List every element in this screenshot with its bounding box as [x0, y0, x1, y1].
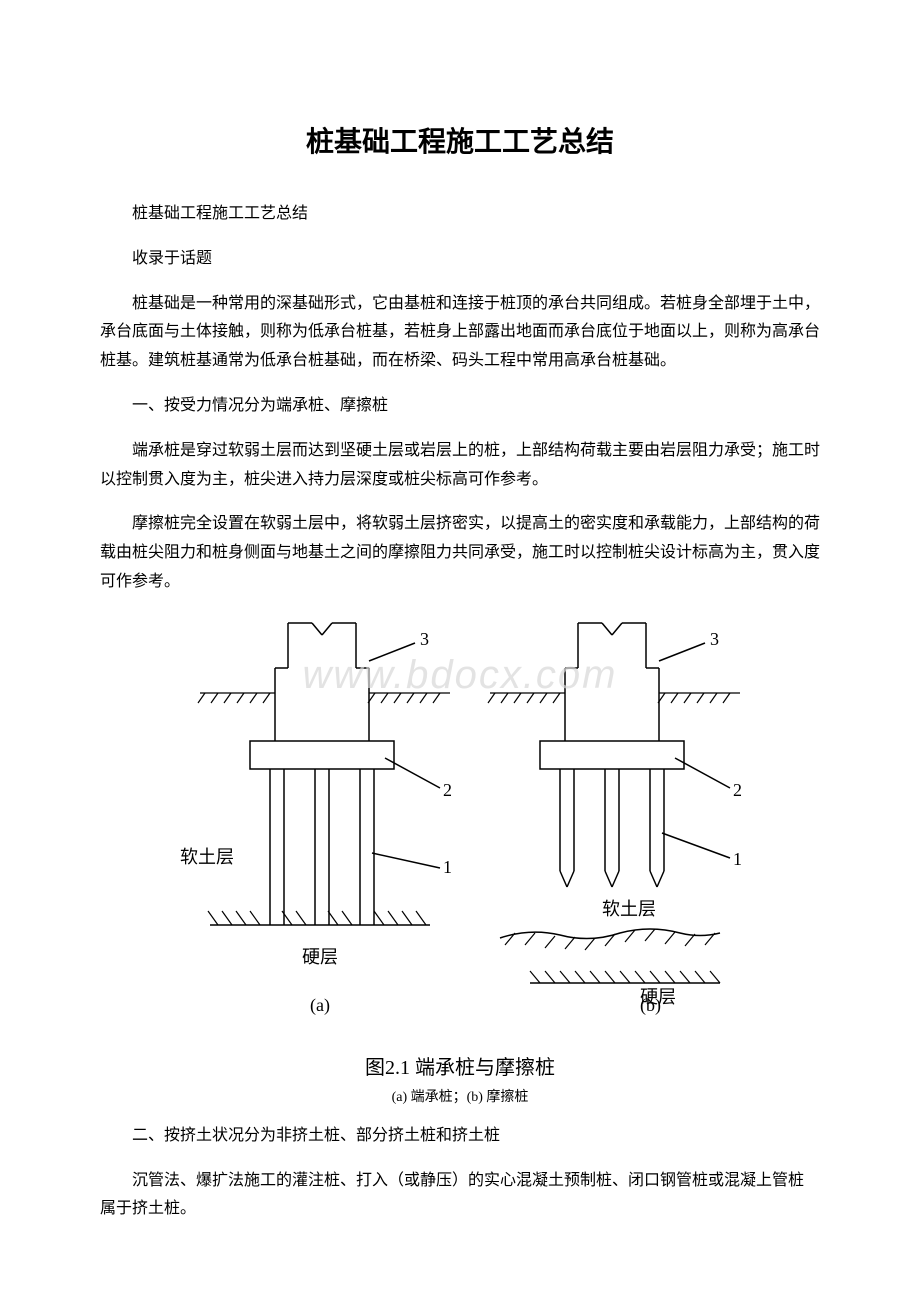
topic-note: 收录于话题 — [100, 245, 820, 274]
label-soft-layer-a: 软土层 — [180, 847, 234, 867]
label-1-a: 1 — [443, 857, 452, 877]
diagram-caption: 图2.1 端承桩与摩擦桩 — [100, 1051, 820, 1080]
paragraph-displacement: 沉管法、爆扩法施工的灌注桩、打入（或静压）的实心混凝土预制桩、闭口钢管桩或混凝上… — [100, 1167, 820, 1225]
label-2-a: 2 — [443, 780, 452, 800]
diagram-subcaption: (a) 端承桩；(b) 摩擦桩 — [100, 1086, 820, 1106]
label-1-b: 1 — [733, 849, 742, 869]
section-heading-1: 一、按受力情况分为端承桩、摩擦桩 — [100, 392, 820, 421]
section-heading-2: 二、按挤土状况分为非挤土桩、部分挤土桩和挤土桩 — [100, 1122, 820, 1151]
label-3-b: 3 — [710, 629, 719, 649]
paragraph-friction: 摩擦桩完全设置在软弱土层中，将软弱土层挤密实，以提高土的密实度和承载能力，上部结… — [100, 510, 820, 596]
paragraph-intro: 桩基础是一种常用的深基础形式，它由基桩和连接于桩顶的承台共同组成。若桩身全部埋于… — [100, 290, 820, 376]
label-a: (a) — [310, 995, 330, 1016]
label-soft-layer-b: 软土层 — [602, 899, 656, 919]
label-hard-layer-a: 硬层 — [302, 947, 338, 967]
subtitle-text: 桩基础工程施工工艺总结 — [100, 200, 820, 229]
label-2-b: 2 — [733, 780, 742, 800]
page-title: 桩基础工程施工工艺总结 — [100, 120, 820, 160]
pile-diagram-svg: 软土层 硬层 软土层 硬层 (a) (b) 3 2 1 3 2 1 — [140, 613, 780, 1043]
paragraph-end-bearing: 端承桩是穿过软弱土层而达到坚硬土层或岩层上的桩，上部结构荷载主要由岩层阻力承受；… — [100, 437, 820, 495]
label-3-a: 3 — [420, 629, 429, 649]
label-b: (b) — [640, 995, 661, 1016]
diagram-container: www.bdocx.com — [100, 613, 820, 1106]
